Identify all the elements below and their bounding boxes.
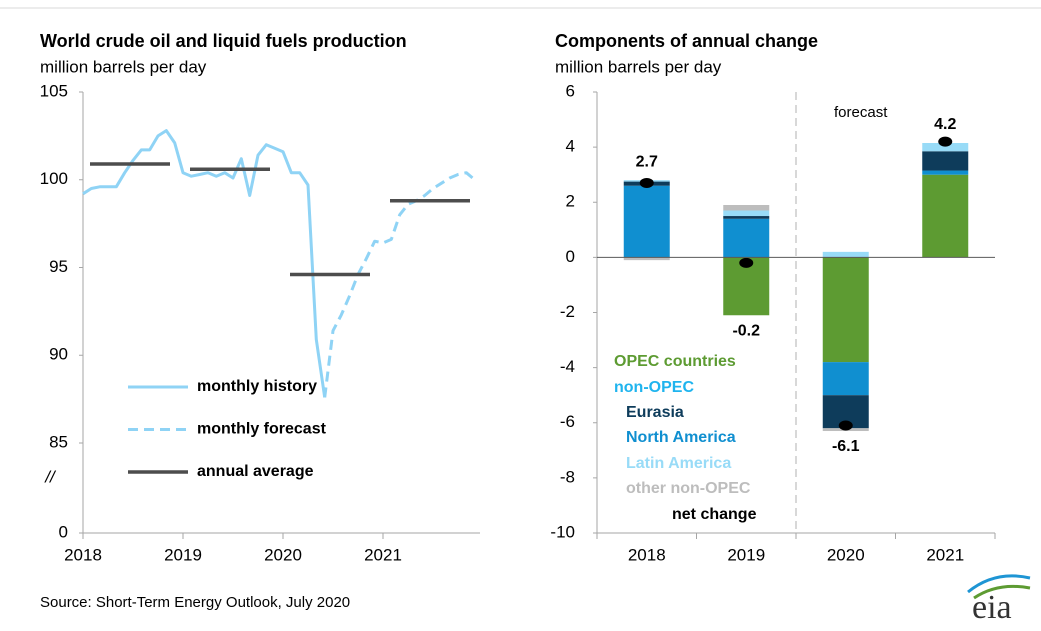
x-tick-label: 2019 [164, 545, 202, 564]
y-tick-label: -8 [560, 467, 575, 486]
bar-segment [723, 210, 770, 217]
x-tick-label: 2018 [628, 545, 666, 564]
chart-title: World crude oil and liquid fuels product… [40, 31, 407, 51]
legend-label: monthly history [197, 378, 317, 395]
bar-segment [723, 218, 770, 258]
logo: eia [967, 574, 1031, 626]
bar-segment [723, 216, 770, 219]
y-tick-label: -2 [560, 302, 575, 321]
y-tick-label: 2 [566, 192, 575, 211]
axis-break: // [44, 467, 57, 486]
y-tick-label: -4 [560, 357, 575, 376]
annotation: forecast [834, 104, 888, 121]
logo-arc [973, 584, 1031, 600]
data-label: 4.2 [934, 116, 956, 133]
bar-segment [822, 362, 869, 396]
y-tick-label: 90 [49, 345, 68, 364]
legend-label: OPEC countries [614, 353, 736, 370]
y-tick-label: 0 [566, 247, 575, 266]
x-tick-label: 2018 [64, 545, 102, 564]
bar-segment [922, 142, 969, 152]
bar-segment [623, 257, 670, 261]
legend-label: monthly forecast [197, 421, 327, 438]
bar-segment [922, 151, 969, 171]
chart-title: Components of annual change [555, 31, 818, 51]
legend-label: non-OPEC [614, 379, 694, 396]
x-tick-label: 2019 [727, 545, 765, 564]
legend-label: other non-OPEC [626, 480, 751, 497]
bar-segment [723, 205, 770, 211]
bar-segment [922, 174, 969, 258]
legend-label: Latin America [626, 455, 731, 472]
data-label: -6.1 [832, 438, 860, 455]
data-line [323, 171, 476, 398]
net-change-dot [938, 136, 953, 147]
y-tick-label: 6 [566, 81, 575, 100]
y-tick-label: 105 [40, 81, 68, 100]
y-tick-label: 85 [49, 432, 68, 451]
data-label: 2.7 [636, 153, 658, 170]
bar-segment [822, 257, 869, 363]
logo-arc [967, 574, 1031, 594]
y-tick-label: -6 [560, 412, 575, 431]
data-label: -0.2 [732, 322, 760, 339]
chart-subtitle: million barrels per day [555, 57, 722, 76]
y-tick-label: 4 [566, 137, 575, 156]
legend-label: North America [626, 429, 736, 446]
bar-segment [922, 170, 969, 175]
bar-segment [822, 251, 869, 258]
bar-segment [623, 185, 670, 258]
x-tick-label: 2021 [926, 545, 964, 564]
x-tick-label: 2020 [827, 545, 865, 564]
y-tick-label: 0 [59, 522, 68, 541]
data-line [82, 129, 327, 398]
net-change-dot [838, 420, 853, 431]
logo-text: eia [972, 589, 1012, 626]
x-tick-label: 2020 [264, 545, 302, 564]
y-tick-label: -10 [550, 522, 575, 541]
net-change-dot [639, 177, 654, 188]
legend-label: Eurasia [626, 404, 684, 421]
net-change-dot [739, 257, 754, 268]
chart-subtitle: million barrels per day [40, 57, 207, 76]
y-tick-label: 100 [40, 169, 68, 188]
x-tick-label: 2021 [364, 545, 402, 564]
y-tick-label: 95 [49, 257, 68, 276]
source-note: Source: Short-Term Energy Outlook, July … [40, 594, 350, 611]
legend-label: annual average [197, 463, 314, 480]
legend-label: net change [672, 506, 757, 523]
